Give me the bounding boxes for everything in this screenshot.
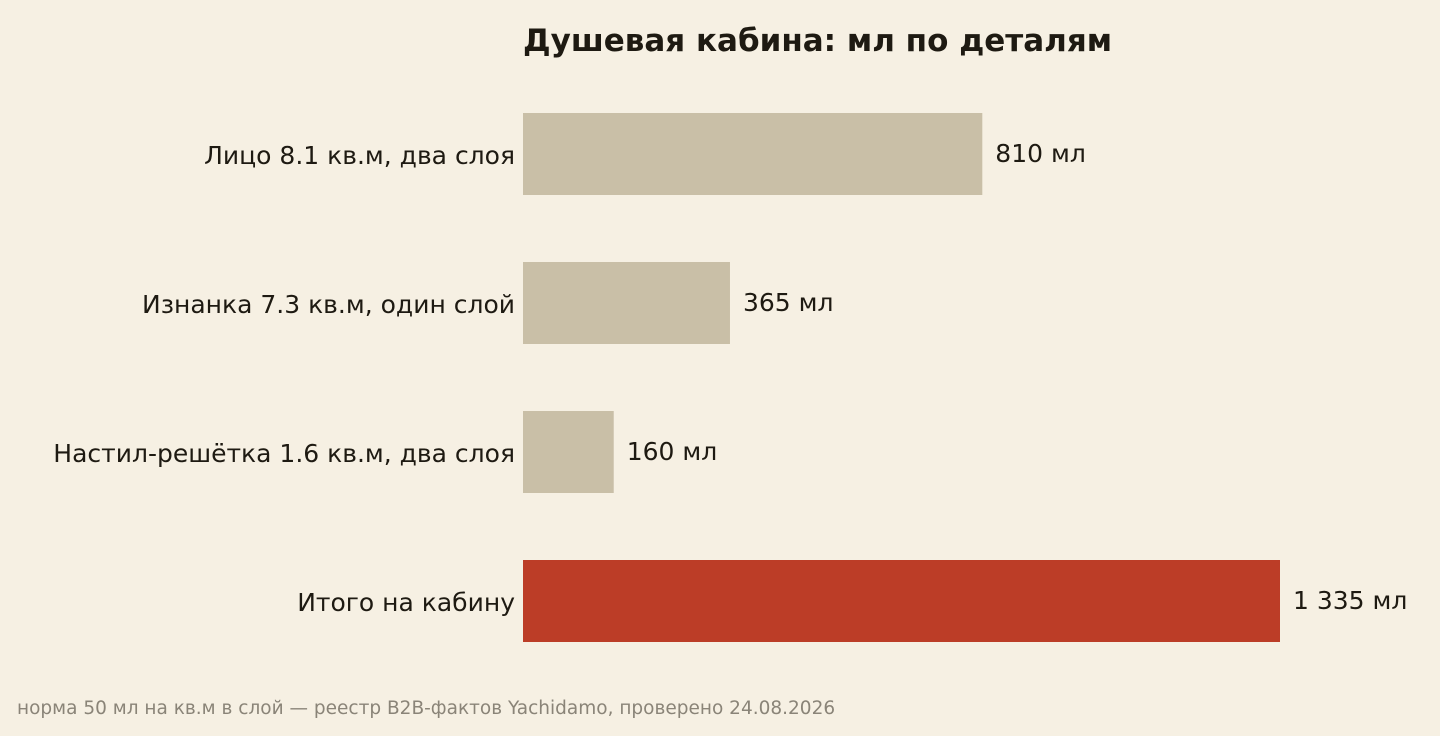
value-label-1: 365 мл	[743, 288, 834, 317]
category-label-0: Лицо 8.1 кв.м, два слоя	[204, 141, 515, 170]
value-label-0: 810 мл	[995, 139, 1086, 168]
bar-3	[523, 560, 1280, 642]
bar-0	[523, 113, 983, 195]
bars-group: Лицо 8.1 кв.м, два слоя 810 мл Изнанка 7.3…	[53, 113, 1407, 642]
category-label-1: Изнанка 7.3 кв.м, один слой	[142, 290, 515, 319]
bar-2	[523, 411, 614, 493]
category-label-2: Настил-решётка 1.6 кв.м, два слоя	[53, 439, 515, 468]
bar-1	[523, 262, 730, 344]
chart-title: Душевая кабина: мл по деталям	[523, 23, 1112, 59]
chart-footnote: норма 50 мл на кв.м в слой — реестр B2B-…	[17, 698, 835, 719]
value-label-3: 1 335 мл	[1293, 586, 1407, 615]
value-label-2: 160 мл	[627, 437, 718, 466]
category-label-3: Итого на кабину	[297, 588, 515, 617]
